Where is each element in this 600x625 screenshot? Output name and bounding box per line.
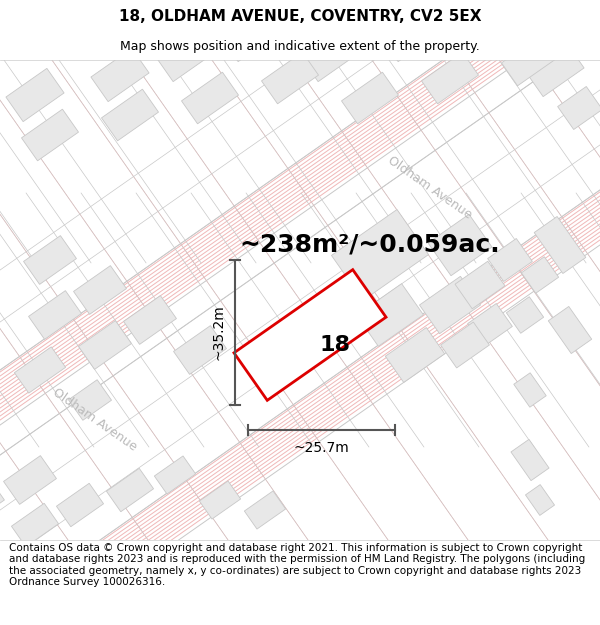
Text: 18, OLDHAM AVENUE, COVENTRY, CV2 5EX: 18, OLDHAM AVENUE, COVENTRY, CV2 5EX [119,9,481,24]
Polygon shape [341,72,398,124]
Polygon shape [506,297,544,333]
Text: 18: 18 [320,335,350,355]
Polygon shape [461,0,519,42]
Polygon shape [526,43,584,97]
Polygon shape [419,276,481,334]
Polygon shape [455,261,505,309]
Polygon shape [385,328,445,382]
Text: Oldham Avenue: Oldham Avenue [386,154,475,222]
Polygon shape [23,236,76,284]
Polygon shape [14,347,65,393]
Polygon shape [154,456,196,494]
Polygon shape [511,439,549,481]
Text: Contains OS data © Crown copyright and database right 2021. This information is : Contains OS data © Crown copyright and d… [9,542,585,588]
Polygon shape [74,266,127,314]
Polygon shape [181,72,239,124]
Polygon shape [244,491,286,529]
Polygon shape [467,304,512,346]
Polygon shape [29,291,82,339]
Polygon shape [356,284,424,346]
Polygon shape [156,28,214,82]
Polygon shape [262,52,319,104]
Text: ~35.2m: ~35.2m [212,304,226,361]
Polygon shape [421,52,479,104]
Polygon shape [557,86,600,129]
Polygon shape [428,214,492,276]
Polygon shape [11,503,59,547]
Polygon shape [221,8,279,62]
Polygon shape [106,468,154,512]
Polygon shape [91,48,149,102]
Polygon shape [6,68,64,122]
Polygon shape [502,34,559,86]
Polygon shape [514,372,546,408]
Polygon shape [521,257,559,293]
Polygon shape [22,109,79,161]
Polygon shape [4,456,56,504]
Polygon shape [234,269,386,401]
Polygon shape [173,326,226,374]
Text: ~238m²/~0.059ac.: ~238m²/~0.059ac. [239,233,500,257]
Polygon shape [440,322,490,368]
Polygon shape [534,216,586,274]
Polygon shape [79,321,131,369]
Polygon shape [526,484,554,516]
Polygon shape [68,380,112,420]
Polygon shape [101,89,158,141]
Polygon shape [56,483,104,527]
Polygon shape [124,296,176,344]
Polygon shape [301,28,359,82]
Polygon shape [0,477,4,523]
Polygon shape [199,481,241,519]
Polygon shape [331,209,428,301]
Text: Map shows position and indicative extent of the property.: Map shows position and indicative extent… [120,40,480,53]
Polygon shape [488,239,532,281]
Text: Oldham Avenue: Oldham Avenue [50,386,139,454]
Text: ~25.7m: ~25.7m [293,441,349,455]
Polygon shape [548,306,592,354]
Polygon shape [381,8,439,62]
